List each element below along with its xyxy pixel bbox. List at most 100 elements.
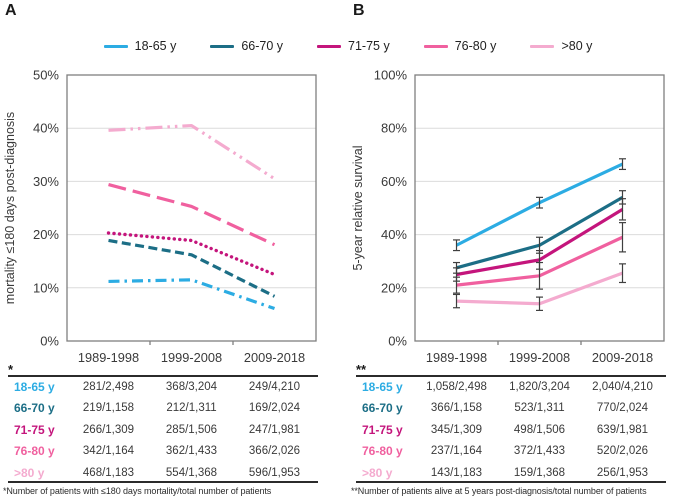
age-group-label: 76-80 y: [362, 444, 403, 459]
svg-text:0%: 0%: [388, 334, 407, 348]
legend-item: >80 y: [530, 39, 592, 53]
table-row: 18-65 y 1,058/2,498 1,820/3,204 2,040/4,…: [348, 376, 696, 398]
survival-chart: 0% 20% 40% 60% 80% 100% 5-year relative surviv…: [351, 68, 665, 348]
svg-text:5-year relative survival: 5-year relative survival: [351, 145, 365, 270]
table-cell: 366/2,026: [248, 445, 301, 458]
table-cell: 1,820/3,204: [509, 380, 570, 393]
svg-text:20%: 20%: [381, 280, 407, 295]
svg-text:mortality ≤180 days post-diagn: mortality ≤180 days post-diagnosis: [3, 112, 17, 304]
table-a-marker: *: [8, 362, 14, 377]
table-row: 76-80 y 237/1,164 372/1,433 520/2,026: [348, 441, 696, 463]
table-row: 71-75 y 345/1,309 498/1,506 639/1,981: [348, 419, 696, 441]
panel-b: B 0% 20% 40% 60% 80% 100% 5-year relative surv…: [348, 0, 696, 500]
table-cell: 281/2,498: [82, 380, 135, 393]
table-row: >80 y 143/1,183 159/1,368 256/1,953: [348, 462, 696, 484]
panel-b-label: B: [353, 2, 365, 19]
x-tick-label: 2009-2018: [591, 349, 654, 365]
x-axis-labels: 1989-1998 1999-2008 2009-2018: [348, 348, 696, 366]
legend: 18-65 y 66-70 y 71-75 y 76-80 y >80 y: [0, 39, 696, 53]
age-group-label: 71-75 y: [362, 422, 403, 437]
panel-a-label: A: [5, 2, 17, 19]
table-cell: 285/1,506: [165, 423, 218, 436]
legend-line-swatch: [530, 44, 555, 48]
table-b-footnote: **Number of patients alive at 5 years po…: [351, 486, 647, 496]
age-group-label: >80 y: [362, 465, 393, 480]
legend-line-swatch: [423, 44, 448, 48]
table-rule: [356, 375, 666, 377]
age-group-label: 71-75 y: [14, 422, 55, 437]
x-tick-label: 1999-2008: [160, 349, 223, 365]
table-cell: 169/2,024: [248, 402, 301, 415]
legend-label: 71-75 y: [348, 39, 390, 53]
table-cell: 266/1,309: [82, 423, 135, 436]
svg-text:80%: 80%: [381, 121, 407, 136]
age-group-label: 18-65 y: [14, 379, 55, 394]
svg-text:60%: 60%: [381, 174, 407, 189]
legend-label: >80 y: [561, 39, 593, 53]
svg-text:0%: 0%: [40, 334, 59, 348]
table-rule: [8, 375, 318, 377]
x-tick-label: 1989-1998: [77, 349, 140, 365]
age-group-label: 66-70 y: [362, 401, 403, 416]
mortality-chart: 0% 10% 20% 30% 40% 50% mortality ≤180 days pos…: [3, 68, 317, 348]
table-cell: 770/2,024: [596, 402, 649, 415]
age-group-label: >80 y: [14, 465, 45, 480]
table-cell: 362/1,433: [165, 445, 218, 458]
age-group-label: 18-65 y: [362, 379, 403, 394]
table-cell: 523/1,311: [514, 402, 565, 415]
x-tick-label: 1989-1998: [425, 349, 488, 365]
legend-item: 76-80 y: [423, 39, 497, 53]
legend-label: 66-70 y: [241, 39, 284, 53]
table-cell: 639/1,981: [596, 423, 649, 436]
table-cell: 372/1,433: [513, 445, 566, 458]
table-row: 66-70 y 366/1,158 523/1,311 770/2,024: [348, 398, 696, 420]
table-cell: 237/1,164: [430, 445, 483, 458]
table-cell: 342/1,164: [82, 445, 135, 458]
table-rule: [356, 481, 666, 483]
table-cell: 256/1,953: [596, 466, 649, 479]
svg-text:100%: 100%: [374, 68, 408, 83]
table-cell: 368/3,204: [165, 380, 218, 393]
legend-item: 18-65 y: [103, 39, 177, 53]
table-cell: 212/1,311: [166, 402, 217, 415]
table-cell: 554/1,368: [165, 466, 218, 479]
age-group-label: 66-70 y: [14, 401, 55, 416]
svg-text:40%: 40%: [33, 121, 59, 136]
table-cell: 1,058/2,498: [426, 380, 487, 393]
legend-label: 76-80 y: [454, 39, 497, 53]
svg-text:50%: 50%: [33, 68, 59, 83]
table-cell: 520/2,026: [596, 445, 649, 458]
table-cell: 143/1,183: [430, 466, 483, 479]
table-cell: 468/1,183: [82, 466, 135, 479]
table-row: >80 y 468/1,183 554/1,368 596/1,953: [0, 462, 348, 484]
legend-line-swatch: [317, 44, 342, 48]
x-tick-label: 1999-2008: [508, 349, 571, 365]
panel-a: A 0% 10% 20% 30% 40% 50% mortality ≤180 days p…: [0, 2, 348, 496]
table-cell: 159/1,368: [513, 466, 566, 479]
table-row: 66-70 y 219/1,158 212/1,311 169/2,024: [0, 398, 348, 420]
x-axis-labels: 1989-1998 1999-2008 2009-2018: [0, 348, 348, 366]
table-cell: 219/1,158: [82, 402, 135, 415]
age-group-label: 76-80 y: [14, 444, 55, 459]
table-cell: 249/4,210: [248, 380, 301, 393]
legend-line-swatch: [103, 44, 128, 48]
svg-text:40%: 40%: [381, 227, 407, 242]
x-tick-label: 2009-2018: [243, 349, 306, 365]
table-a-footnote: *Number of patients with ≤180 days morta…: [3, 486, 272, 496]
table-cell: 498/1,506: [513, 423, 566, 436]
table-cell: 366/1,158: [430, 402, 483, 415]
table-rule: [8, 481, 318, 483]
table-row: 71-75 y 266/1,309 285/1,506 247/1,981: [0, 419, 348, 441]
legend-line-swatch: [210, 44, 235, 48]
svg-text:30%: 30%: [33, 174, 59, 189]
table-cell: 345/1,309: [430, 423, 483, 436]
table-cell: 596/1,953: [248, 466, 301, 479]
table-row: 18-65 y 281/2,498 368/3,204 249/4,210: [0, 376, 348, 398]
legend-item: 71-75 y: [317, 39, 390, 53]
svg-text:20%: 20%: [33, 227, 59, 242]
table-b-marker: **: [356, 362, 367, 377]
legend-label: 18-65 y: [134, 39, 177, 53]
table-row: 76-80 y 342/1,164 362/1,433 366/2,026: [0, 441, 348, 463]
table-cell: 247/1,981: [248, 423, 301, 436]
